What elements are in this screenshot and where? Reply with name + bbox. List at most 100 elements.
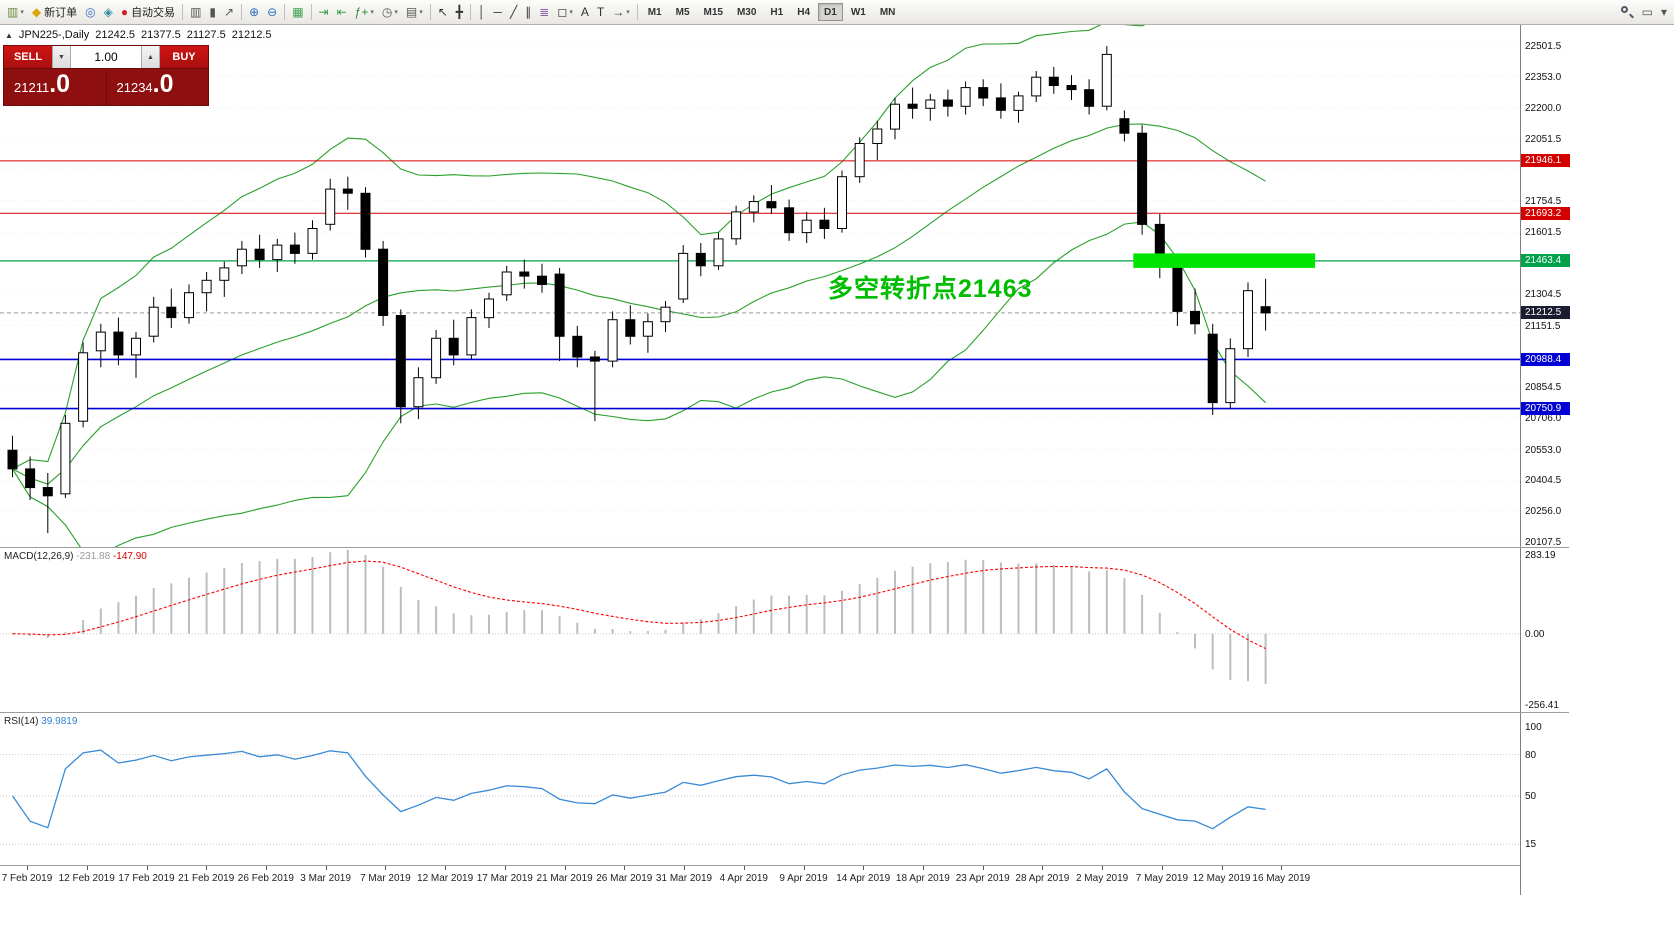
candle (607, 319, 618, 362)
candle (466, 317, 477, 356)
timeframe-w1[interactable]: W1 (850, 6, 866, 18)
fibonacci-icon: ≣ (539, 5, 550, 19)
new-order-button: ◆ (31, 5, 42, 19)
templates-icon[interactable]: ▤ ▾ (402, 2, 427, 22)
buy-price-display[interactable]: 21234.0 (105, 69, 209, 105)
candle (1172, 265, 1183, 312)
candle (1119, 118, 1130, 134)
timeframe-h4[interactable]: H4 (797, 6, 811, 18)
volume-down-button[interactable]: ▼ (52, 46, 71, 68)
macd-signal-value: -147.90 (112, 551, 147, 562)
sell-price-big: .0 (49, 70, 71, 98)
rsi-panel[interactable] (0, 713, 1520, 865)
candle (148, 306, 159, 337)
trendline-icon[interactable]: ╱ (506, 2, 521, 22)
tile-windows-icon[interactable]: ▦ (288, 2, 307, 22)
time-axis-label: 9 Apr 2019 (779, 873, 828, 884)
macd-panel[interactable] (0, 548, 1520, 712)
volume-input[interactable] (71, 46, 141, 68)
chart-window[interactable]: ▲ JPN225-,Daily 21242.5 21377.5 21127.5 … (0, 25, 1674, 946)
autotrading-button[interactable]: ● 自动交易 (117, 2, 179, 22)
time-tick (624, 866, 626, 870)
highlight-rectangle[interactable] (1133, 253, 1316, 268)
more-options-chevron[interactable]: ▾ (1657, 2, 1671, 22)
chart-annotation-text[interactable]: 多空转折点21463 (828, 275, 1033, 303)
bar-chart-icon[interactable]: ▥ (186, 2, 205, 22)
toolbar-separator (636, 4, 638, 20)
time-tick (1042, 866, 1044, 870)
chart-shift-icon[interactable]: ⇤ (333, 2, 351, 22)
price-axis[interactable]: 22501.5 22353.0 22200.0 22051.5 21754.5 21601… (1520, 25, 1570, 895)
candle (713, 238, 724, 267)
timeframe-m30[interactable]: M30 (736, 6, 757, 18)
shapes-icon[interactable]: ◻ ▾ (553, 2, 576, 22)
time-axis-label: 31 Mar 2019 (655, 873, 713, 884)
panel-separator[interactable] (0, 712, 1569, 713)
bollinger-middle-band (12, 123, 1266, 485)
horizontal-line-icon[interactable]: ─ (490, 2, 507, 22)
time-axis-label: 21 Mar 2019 (536, 873, 593, 884)
time-tick (385, 866, 387, 870)
timeframe-d1[interactable]: D1 (818, 3, 843, 21)
time-tick (564, 866, 566, 870)
profiles-icon: ◎ (85, 5, 96, 19)
fibonacci-icon[interactable]: ≣ (535, 2, 553, 22)
periods-icon[interactable]: ◷ ▾ (378, 2, 402, 22)
candle (501, 271, 512, 296)
candlestick-chart-icon[interactable]: ▮ (205, 2, 220, 22)
zoom-in-icon[interactable]: ⊕ (245, 2, 263, 22)
timeframe-m5[interactable]: M5 (675, 6, 690, 18)
new-chart-button[interactable]: ▥ ▾ (3, 2, 28, 22)
candle (1207, 333, 1218, 404)
volume-up-button[interactable]: ▲ (141, 46, 160, 68)
trendline-icon: ╱ (510, 5, 518, 19)
timeframe-mn[interactable]: MN (879, 6, 896, 18)
candle (995, 97, 1006, 111)
zoom-out-icon[interactable]: ⊖ (263, 2, 281, 22)
sell-price-display[interactable]: 21211.0 (4, 69, 106, 105)
price-level-chip: 21693.2 (1521, 206, 1570, 220)
price-level-chip: 21212.5 (1521, 306, 1570, 320)
candle (642, 321, 653, 337)
chart-shift-icon: ⇤ (336, 5, 347, 19)
candle (1243, 290, 1253, 350)
time-axis[interactable]: 7 Feb 2019 12 Feb 2019 17 Feb 2019 21 Feb 2… (0, 865, 1520, 895)
rsi-axis-label: 15 (1525, 839, 1537, 851)
cursor-icon[interactable]: ↖ (434, 2, 452, 22)
toolbar-separator (429, 4, 431, 20)
crosshair-icon[interactable]: ╋ (452, 2, 467, 22)
vertical-line-icon[interactable]: │ (474, 2, 490, 22)
timeframe-m15[interactable]: M15 (703, 6, 723, 18)
buy-price-main: 21234 (116, 80, 153, 95)
profiles-icon[interactable]: ◎ (81, 2, 99, 22)
time-axis-label: 7 Feb 2019 (1, 873, 53, 884)
channel-icon[interactable]: ∥ (521, 2, 535, 22)
time-tick (325, 866, 327, 870)
text-label-icon[interactable]: T (593, 2, 608, 22)
line-chart-icon[interactable]: ↗ (220, 2, 238, 22)
window-layout-icon[interactable]: ▭ (1638, 2, 1657, 22)
sell-button[interactable]: SELL (4, 46, 52, 68)
text-icon[interactable]: A (577, 2, 593, 22)
candle (1066, 85, 1077, 91)
chart-search-button[interactable] (1616, 2, 1638, 22)
panel-separator[interactable] (0, 547, 1569, 548)
indicators-icon[interactable]: ƒ+ ▾ (351, 2, 378, 22)
chevron-down-icon: ▾ (419, 9, 423, 16)
candle (395, 315, 406, 408)
macd-axis-label: -256.41 (1525, 700, 1559, 711)
price-axis-label: 22353.0 (1525, 71, 1562, 83)
buy-button[interactable]: BUY (160, 46, 208, 68)
timeframe-h1[interactable]: H1 (770, 6, 784, 18)
chevron-down-icon: ▾ (370, 9, 374, 16)
data-window-icon[interactable]: ◈ (100, 2, 117, 22)
timeframe-m1[interactable]: M1 (647, 6, 662, 18)
one-click-toggle-icon[interactable]: ▲ (5, 30, 13, 40)
crosshair-icon: ╋ (455, 5, 464, 19)
price-chart-plot[interactable] (0, 25, 1520, 547)
arrows-icon[interactable]: → ▾ (608, 2, 634, 22)
macd-main-value: -231.88 (76, 551, 111, 562)
auto-scroll-icon[interactable]: ⇥ (315, 2, 333, 22)
candle (801, 219, 812, 234)
new-order-button[interactable]: ◆ 新订单 (28, 2, 81, 22)
